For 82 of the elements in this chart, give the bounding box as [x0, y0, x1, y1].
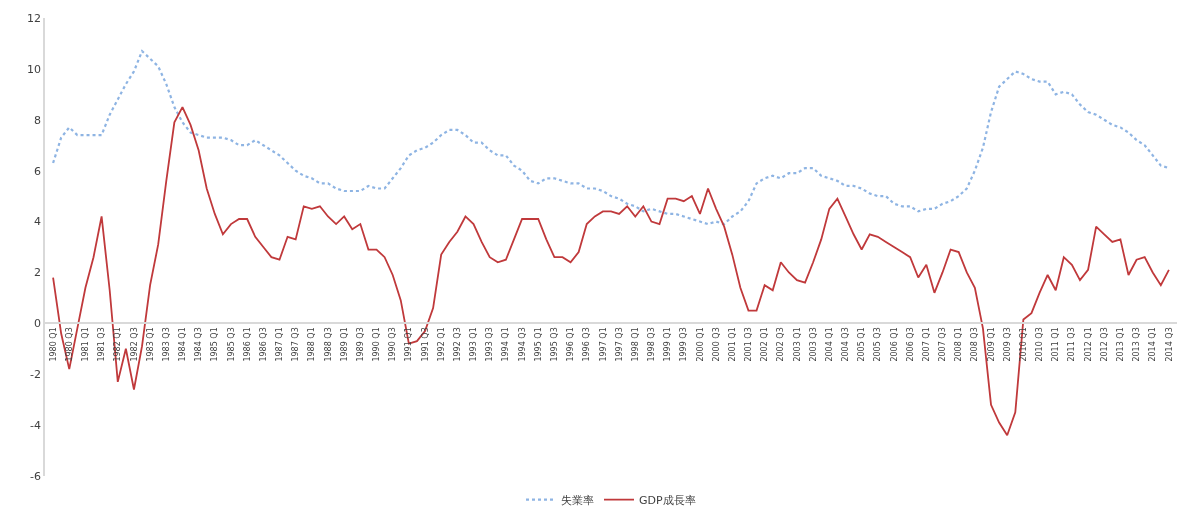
legend-label: GDP成長率	[639, 493, 696, 507]
x-tick-label: 2005 Q3	[873, 327, 883, 362]
x-tick-label: 1986 Q3	[258, 327, 268, 362]
x-tick-label: 2011 Q3	[1067, 327, 1077, 362]
x-tick-label: 1981 Q1	[81, 327, 91, 362]
x-tick-label: 2008 Q3	[970, 327, 980, 362]
x-tick-label: 1984 Q1	[178, 327, 188, 362]
x-tick-label: 1983 Q1	[145, 327, 155, 362]
x-tick-label: 1993 Q1	[469, 327, 479, 362]
x-tick-label: 1987 Q1	[275, 327, 285, 362]
y-tick-label: 4	[34, 215, 42, 229]
x-tick-label: 2006 Q1	[889, 327, 899, 362]
x-tick-label: 1980 Q1	[48, 327, 58, 362]
x-tick-label: 1993 Q3	[485, 327, 495, 362]
y-tick-label: -2	[30, 368, 42, 382]
x-tick-label: 2005 Q1	[857, 327, 867, 362]
y-tick-label: 12	[27, 11, 42, 25]
x-tick-label: 1994 Q1	[501, 327, 511, 362]
x-tick-label: 1985 Q3	[226, 327, 236, 362]
x-tick-label: 2001 Q1	[727, 327, 737, 362]
x-tick-label: 1982 Q1	[113, 327, 123, 362]
x-tick-label: 2003 Q3	[808, 327, 818, 362]
x-tick-label: 2000 Q1	[695, 327, 705, 362]
x-tick-label: 2003 Q1	[792, 327, 802, 362]
y-tick-label: -6	[30, 469, 42, 483]
y-tick-label: 10	[27, 62, 42, 76]
y-tick-label: 8	[34, 113, 42, 127]
legend-label: 失業率	[561, 493, 594, 507]
x-tick-label: 1991 Q1	[404, 327, 414, 362]
x-tick-label: 2011 Q1	[1051, 327, 1061, 362]
y-tick-label: 6	[34, 164, 42, 178]
x-tick-label: 1981 Q3	[97, 327, 107, 362]
x-tick-label: 1990 Q3	[388, 327, 398, 362]
x-tick-label: 2013 Q3	[1132, 327, 1142, 362]
x-tick-label: 2002 Q1	[760, 327, 770, 362]
x-tick-label: 2014 Q3	[1164, 327, 1174, 362]
x-tick-label: 1989 Q3	[355, 327, 365, 362]
x-tick-label: 1997 Q1	[598, 327, 608, 362]
x-tick-label: 2007 Q1	[921, 327, 931, 362]
x-tick-label: 1988 Q1	[307, 327, 317, 362]
x-tick-label: 1989 Q1	[339, 327, 349, 362]
y-tick-label: 2	[34, 266, 42, 280]
x-tick-label: 1986 Q1	[242, 327, 252, 362]
x-tick-label: 1985 Q1	[210, 327, 220, 362]
x-tick-label: 2009 Q3	[1002, 327, 1012, 362]
x-tick-label: 1980 Q3	[64, 327, 74, 362]
x-tick-label: 1996 Q1	[566, 327, 576, 362]
x-tick-label: 2004 Q1	[824, 327, 834, 362]
x-tick-label: 2009 Q1	[986, 327, 996, 362]
x-tick-label: 1992 Q1	[436, 327, 446, 362]
x-tick-label: 2004 Q3	[841, 327, 851, 362]
x-tick-label: 1988 Q3	[323, 327, 333, 362]
x-tick-label: 2014 Q1	[1148, 327, 1158, 362]
x-tick-label: 2012 Q1	[1083, 327, 1093, 362]
x-tick-label: 1987 Q3	[291, 327, 301, 362]
y-tick-label: 0	[34, 317, 42, 331]
x-tick-label: 1991 Q3	[420, 327, 430, 362]
x-tick-label: 2010 Q3	[1035, 327, 1045, 362]
x-tick-label: 2006 Q3	[905, 327, 915, 362]
x-tick-label: 1984 Q3	[194, 327, 204, 362]
y-tick-label: -4	[30, 418, 42, 432]
x-tick-label: 1997 Q3	[614, 327, 624, 362]
x-tick-label: 2001 Q3	[744, 327, 754, 362]
x-tick-label: 1994 Q3	[517, 327, 527, 362]
x-tick-label: 1999 Q3	[679, 327, 689, 362]
x-tick-label: 2000 Q3	[711, 327, 721, 362]
x-tick-label: 1990 Q1	[372, 327, 382, 362]
x-tick-label: 2002 Q3	[776, 327, 786, 362]
x-tick-label: 1998 Q3	[647, 327, 657, 362]
x-tick-label: 1998 Q1	[630, 327, 640, 362]
x-tick-label: 1982 Q3	[129, 327, 139, 362]
x-tick-label: 1999 Q1	[663, 327, 673, 362]
x-tick-label: 2008 Q1	[954, 327, 964, 362]
x-tick-label: 1995 Q1	[533, 327, 543, 362]
x-tick-label: 1995 Q3	[550, 327, 559, 362]
x-tick-label: 2012 Q3	[1099, 327, 1109, 362]
x-tick-label: 2007 Q3	[938, 327, 948, 362]
x-tick-label: 1983 Q3	[161, 327, 171, 362]
x-tick-label: 2010 Q1	[1018, 327, 1028, 362]
x-tick-label: 2013 Q1	[1116, 327, 1125, 362]
x-tick-label: 1992 Q3	[452, 327, 462, 362]
x-tick-label: 1996 Q3	[582, 327, 592, 362]
